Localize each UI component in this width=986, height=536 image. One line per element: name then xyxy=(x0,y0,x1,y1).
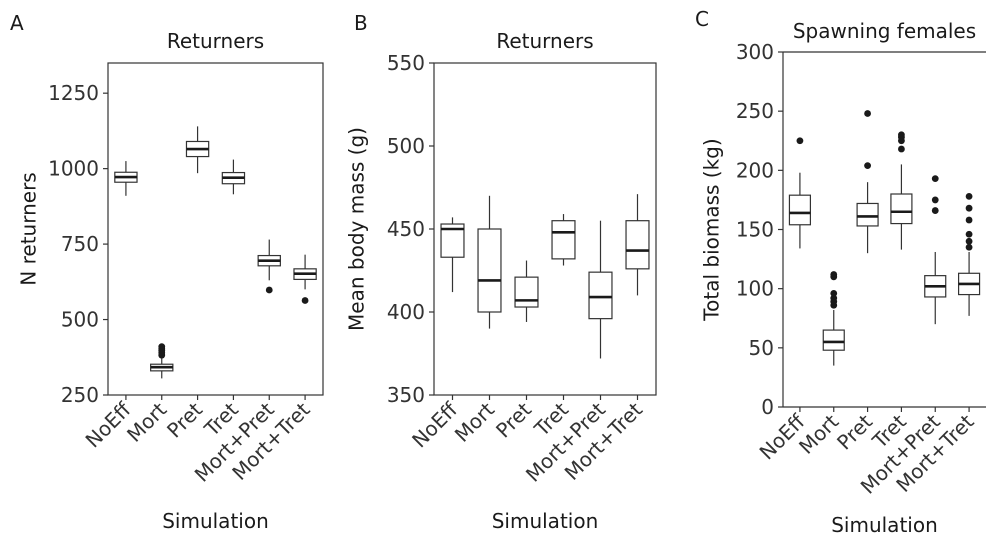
y-tick-label: 500 xyxy=(61,308,99,332)
y-tick-label: 400 xyxy=(387,300,425,324)
outlier-point xyxy=(931,196,939,204)
x-tick-label: Mort xyxy=(450,397,499,446)
box-noeff xyxy=(114,161,138,196)
outlier-point xyxy=(965,216,973,224)
panel-title: Returners xyxy=(496,29,593,53)
outlier-point xyxy=(301,297,309,304)
box-iqr xyxy=(514,276,539,308)
outlier-point xyxy=(965,237,973,245)
y-tick-label: 250 xyxy=(736,99,774,123)
outlier-point xyxy=(965,243,973,251)
outlier-point xyxy=(965,192,973,200)
y-tick-label: 200 xyxy=(736,158,774,182)
box-iqr xyxy=(788,194,812,226)
panel-letter: C xyxy=(695,7,709,31)
y-axis-title: Mean body mass (g) xyxy=(345,127,369,331)
outlier-point xyxy=(158,343,166,351)
panel-letter: A xyxy=(10,11,24,35)
outlier-point xyxy=(864,162,871,170)
panel-title: Returners xyxy=(167,29,264,53)
outlier-point xyxy=(830,290,838,297)
panel-title: Spawning females xyxy=(793,19,976,43)
plot-frame xyxy=(433,62,657,396)
x-axis-title: Simulation xyxy=(162,509,269,533)
outlier-point xyxy=(898,131,905,139)
panel-b: BReturners350400450500550NoEffMortPretTr… xyxy=(345,11,657,533)
y-tick-label: 500 xyxy=(387,134,425,158)
y-tick-label: 1250 xyxy=(48,81,99,105)
box-iqr xyxy=(856,202,879,227)
box-pret xyxy=(856,110,879,254)
box-mort xyxy=(477,195,502,329)
outlier-point xyxy=(965,204,973,212)
y-tick-label: 250 xyxy=(61,383,99,407)
box-mort-tret xyxy=(625,194,650,296)
outlier-point xyxy=(830,271,838,278)
panel-c: C Spawning females050100150200250300NoEff… xyxy=(695,7,986,536)
y-tick-label: 0 xyxy=(761,395,774,419)
box-tret xyxy=(221,159,246,195)
box-iqr xyxy=(890,193,913,225)
y-axis-title: Total biomass (kg) xyxy=(700,138,724,321)
y-tick-label: 1000 xyxy=(48,157,99,181)
outlier-point xyxy=(931,175,939,183)
box-noeff xyxy=(788,137,812,249)
y-tick-label: 150 xyxy=(736,218,774,242)
y-tick-label: 50 xyxy=(749,336,774,360)
box-pret xyxy=(185,126,210,174)
box-mort-pret xyxy=(588,220,613,359)
panel-a: AReturners25050075010001250NoEffMortPret… xyxy=(10,11,324,533)
box-mort xyxy=(822,271,845,366)
outlier-point xyxy=(265,286,273,294)
y-tick-label: 100 xyxy=(736,277,774,301)
plot-frame xyxy=(107,62,324,396)
box-iqr xyxy=(822,329,845,351)
box-iqr xyxy=(440,223,465,258)
box-mort-tret xyxy=(957,192,981,316)
outlier-point xyxy=(931,207,939,214)
box-iqr xyxy=(551,220,576,260)
box-noeff xyxy=(440,217,465,293)
outlier-point xyxy=(830,294,838,302)
panel-letter: B xyxy=(354,11,368,35)
x-tick-label: Mort xyxy=(122,397,171,446)
x-tick-label: Pret xyxy=(491,397,536,442)
outlier-point xyxy=(898,145,905,153)
box-mort xyxy=(150,343,174,379)
y-tick-label: 300 xyxy=(736,40,774,64)
box-tret xyxy=(551,214,576,266)
outlier-point xyxy=(965,230,973,238)
box-pret xyxy=(514,260,539,322)
x-tick-label: Pret xyxy=(162,397,207,442)
y-tick-label: 350 xyxy=(387,383,425,407)
x-axis-title: Simulation xyxy=(492,509,599,533)
box-mort-pret xyxy=(257,239,281,294)
outlier-point xyxy=(864,110,871,117)
y-tick-label: 750 xyxy=(61,232,99,256)
y-tick-label: 550 xyxy=(387,51,425,75)
y-tick-label: 450 xyxy=(387,217,425,241)
box-iqr xyxy=(477,228,502,313)
y-axis-title: N returners xyxy=(17,172,41,285)
box-iqr xyxy=(625,220,650,270)
box-iqr xyxy=(588,271,613,320)
box-mort-tret xyxy=(293,254,317,304)
outlier-point xyxy=(796,137,804,145)
x-axis-title: Simulation xyxy=(831,513,938,536)
box-tret xyxy=(890,131,913,250)
box-mort-pret xyxy=(924,175,947,325)
